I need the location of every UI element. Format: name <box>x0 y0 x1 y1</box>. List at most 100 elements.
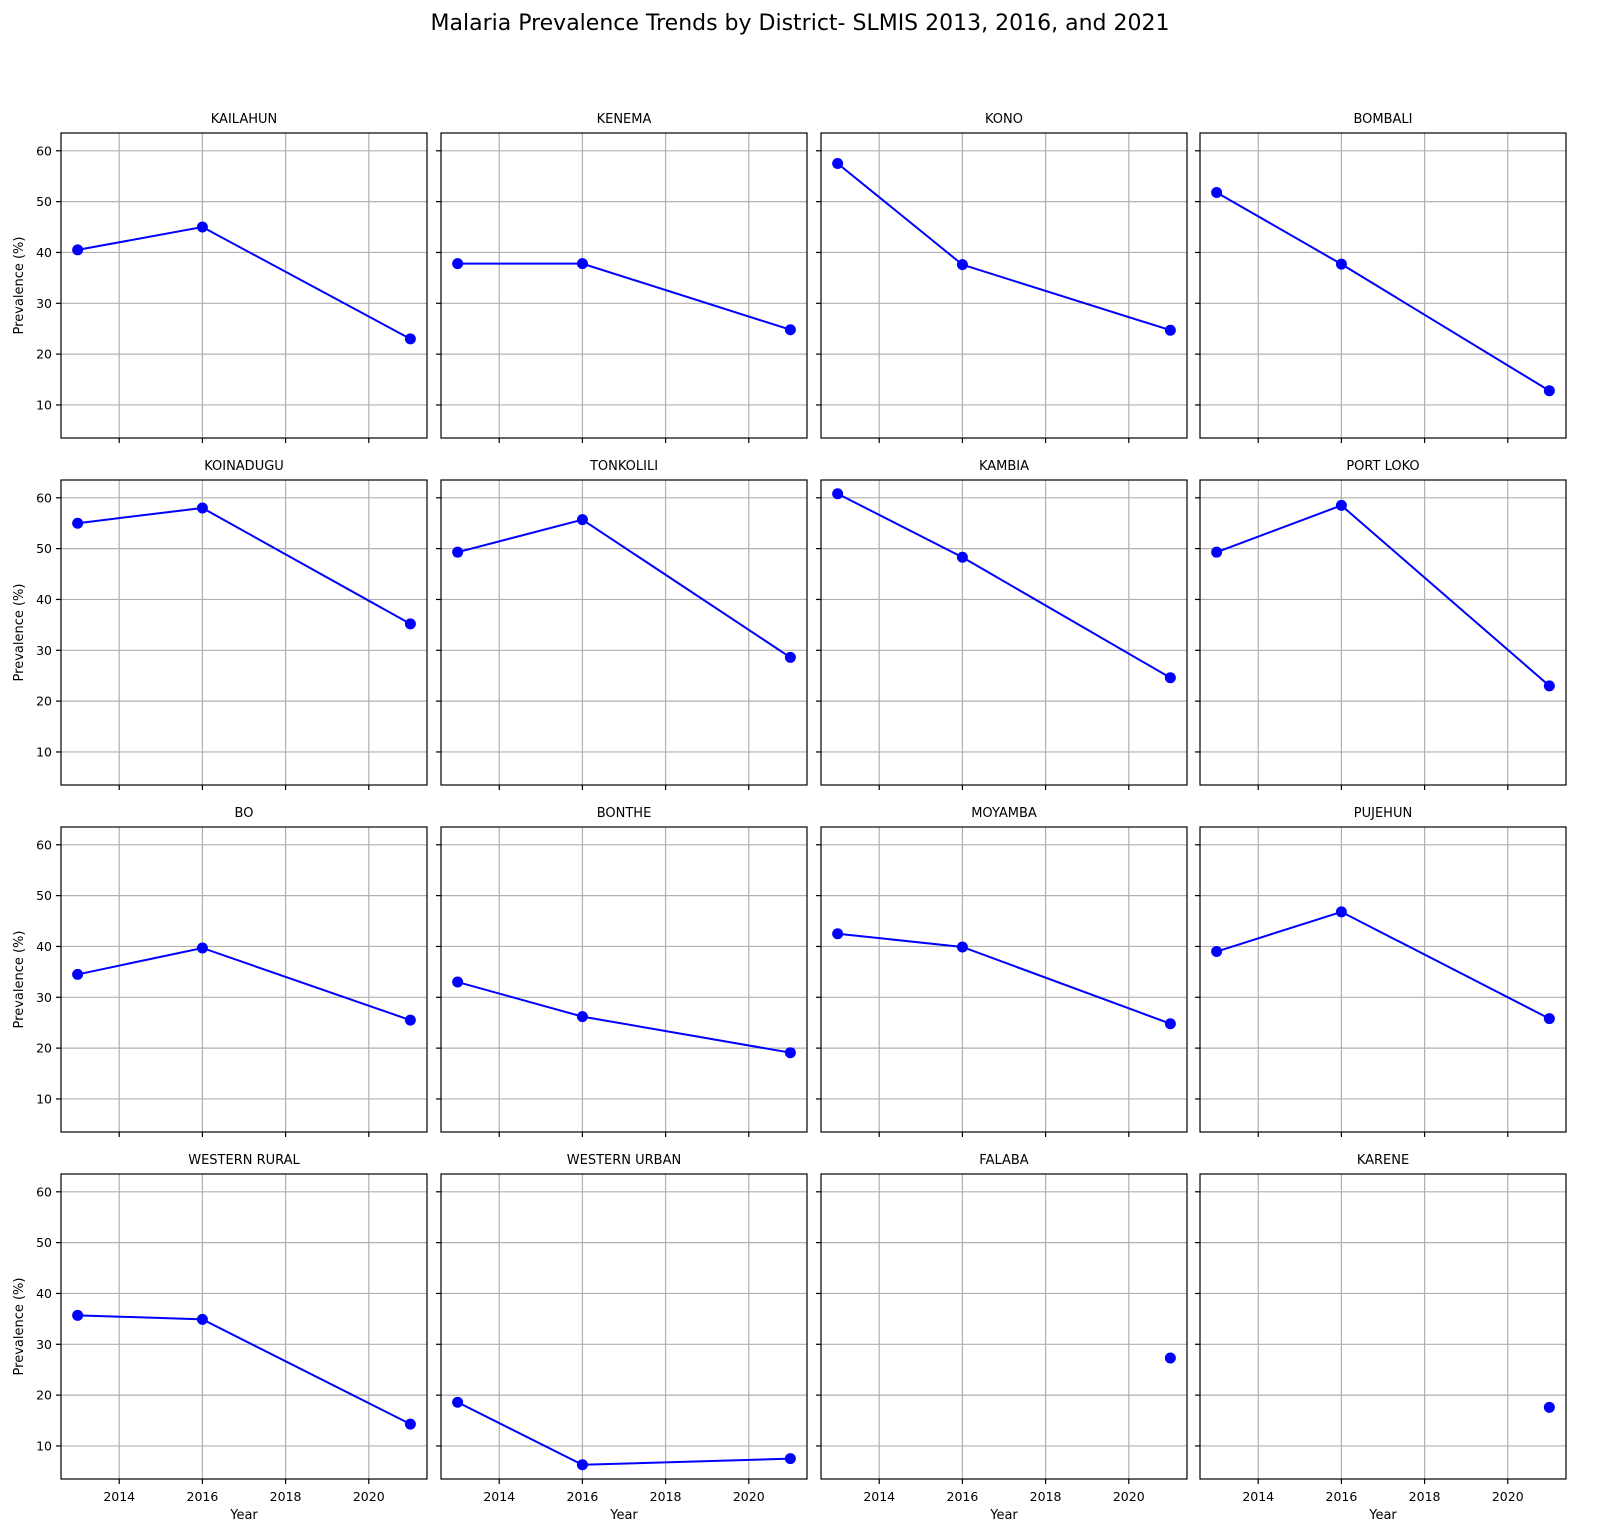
data-point <box>1335 906 1347 918</box>
data-point <box>452 976 464 988</box>
plot-frame <box>1199 1173 1567 1480</box>
data-point <box>404 1418 416 1430</box>
data-point <box>832 158 844 169</box>
plot-frame <box>820 1173 1188 1480</box>
series-line <box>77 946 411 1022</box>
data-point <box>784 324 796 336</box>
plot-frame <box>820 132 1188 439</box>
y-tick-label: 60 <box>36 490 52 505</box>
x-tick-label: 2018 <box>1030 1489 1062 1504</box>
data-point <box>956 259 968 271</box>
plot-frame <box>440 132 808 439</box>
x-tick-label: 2014 <box>103 1489 135 1504</box>
y-tick-label: 40 <box>36 592 52 607</box>
plot-frame <box>60 826 428 1133</box>
data-point <box>956 941 968 953</box>
district-panel: KAILAHUN 10 20 30 40 50 60 Prevalence (%) <box>12 112 428 443</box>
y-axis-label: Prevalence (%) <box>12 931 27 1029</box>
data-point <box>1543 385 1555 397</box>
data-point <box>452 258 464 270</box>
y-tick-label: 60 <box>36 837 52 852</box>
panel-title: FALABA <box>979 1153 1029 1168</box>
y-axis-label: Prevalence (%) <box>12 237 27 335</box>
data-point <box>784 1047 796 1059</box>
district-panel: BOMBALI <box>1195 112 1567 443</box>
x-axis-label: Year <box>1368 1508 1397 1523</box>
y-tick-label: 30 <box>36 296 52 311</box>
data-point <box>1543 1013 1555 1025</box>
data-point <box>576 258 588 270</box>
data-point <box>196 502 208 514</box>
chart-title: Malaria Prevalence Trends by District- S… <box>431 11 1170 36</box>
data-point <box>1543 1401 1555 1413</box>
data-point <box>72 968 84 980</box>
data-point <box>1164 324 1176 336</box>
x-tick-label: 2018 <box>1409 1489 1441 1504</box>
y-axis-label: Prevalence (%) <box>12 1278 27 1376</box>
x-tick-label: 2014 <box>863 1489 895 1504</box>
panel-title: WESTERN RURAL <box>188 1153 300 1168</box>
y-tick-label: 20 <box>36 347 52 362</box>
y-tick-label: 10 <box>36 744 52 759</box>
district-panel: PORT LOKO <box>1195 459 1567 790</box>
series-line <box>1216 910 1550 1020</box>
data-point <box>1543 680 1555 692</box>
x-tick-label: 2016 <box>567 1489 599 1504</box>
x-tick-label: 2014 <box>1242 1489 1274 1504</box>
data-point <box>576 1459 588 1471</box>
data-point <box>404 1014 416 1026</box>
series-line <box>837 162 1171 332</box>
x-axis-label: Year <box>989 1508 1018 1523</box>
panel-title: BO <box>235 806 254 821</box>
y-tick-label: 30 <box>36 990 52 1005</box>
data-point <box>576 1011 588 1023</box>
y-tick-label: 60 <box>36 1184 52 1199</box>
x-tick-label: 2016 <box>187 1489 219 1504</box>
panel-title: KAILAHUN <box>211 112 277 127</box>
district-panel: WESTERN RURAL 2014 2016 2018 2020 10 20 30 40 50 6… <box>12 1153 428 1523</box>
data-point <box>1335 499 1347 511</box>
y-tick-label: 50 <box>36 1235 52 1250</box>
district-panel: KAMBIA <box>816 459 1188 790</box>
panel-title: TONKOLILI <box>589 459 658 474</box>
data-point <box>196 221 208 233</box>
plot-frame <box>1199 132 1567 439</box>
y-axis-label: Prevalence (%) <box>12 584 27 682</box>
y-tick-label: 10 <box>36 1091 52 1106</box>
data-point <box>784 651 796 663</box>
series-line <box>77 225 411 340</box>
district-panel: MOYAMBA <box>816 806 1188 1137</box>
y-tick-label: 60 <box>36 143 52 158</box>
data-point <box>832 928 844 940</box>
x-axis-label: Year <box>229 1508 258 1523</box>
panel-title: KONO <box>985 112 1023 127</box>
x-tick-label: 2018 <box>650 1489 682 1504</box>
district-panel: FALABA 2014 2016 2018 2020 Year <box>816 1153 1188 1523</box>
panel-title: WESTERN URBAN <box>567 1153 681 1168</box>
panel-title: BOMBALI <box>1353 112 1412 127</box>
district-panel: KOINADUGU 10 20 30 40 50 60 Prevalence (%) <box>12 459 428 790</box>
data-point <box>784 1453 796 1465</box>
data-point <box>1335 258 1347 270</box>
data-point <box>404 618 416 630</box>
plot-frame <box>60 479 428 786</box>
district-panel: PUJEHUN <box>1195 806 1567 1137</box>
panel-title: KAMBIA <box>979 459 1029 474</box>
plot-frame <box>440 479 808 786</box>
series-line <box>1216 504 1551 687</box>
y-tick-label: 10 <box>36 397 52 412</box>
y-tick-label: 50 <box>36 541 52 556</box>
y-tick-label: 40 <box>36 1286 52 1301</box>
panel-title: BONTHE <box>597 806 652 821</box>
series-line <box>837 932 1171 1025</box>
district-panel: KONO <box>816 112 1188 443</box>
x-axis-label: Year <box>609 1508 638 1523</box>
y-tick-label: 30 <box>36 643 52 658</box>
data-point <box>72 244 84 256</box>
panel-title: KOINADUGU <box>204 459 284 474</box>
series-line <box>457 1401 791 1466</box>
x-tick-label: 2016 <box>1326 1489 1358 1504</box>
x-tick-label: 2014 <box>483 1489 515 1504</box>
series-line <box>1216 191 1550 392</box>
